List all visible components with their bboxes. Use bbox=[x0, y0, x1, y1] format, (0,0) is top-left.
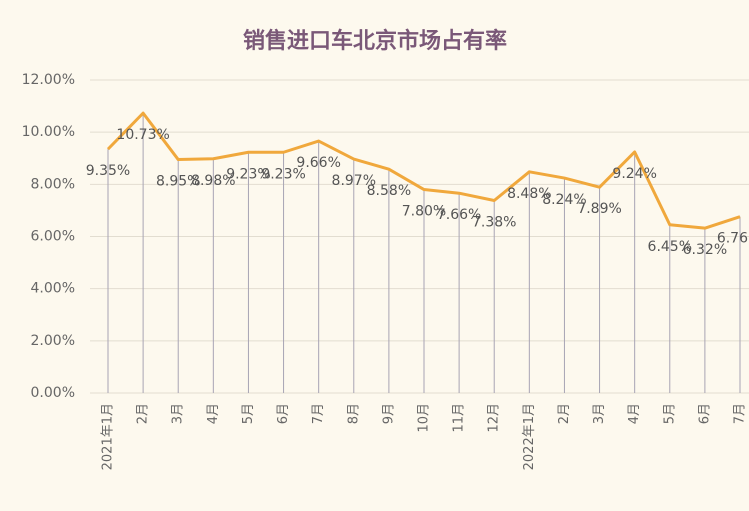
x-tick-label: 6月 bbox=[276, 403, 291, 424]
x-tick-label: 11月 bbox=[452, 403, 467, 433]
y-tick-label: 12.00% bbox=[22, 72, 75, 88]
data-label: 6.32% bbox=[683, 242, 727, 258]
x-tick-label: 10月 bbox=[417, 403, 432, 433]
y-tick-label: 6.00% bbox=[31, 229, 75, 245]
x-tick-label: 7月 bbox=[733, 403, 748, 424]
data-label: 10.73% bbox=[116, 127, 169, 143]
x-tick-label: 12月 bbox=[487, 403, 502, 433]
x-tick-label: 6月 bbox=[697, 403, 712, 424]
data-label: 7.89% bbox=[577, 201, 621, 217]
data-label: 8.95% bbox=[156, 174, 200, 190]
x-tick-label: 2021年1月 bbox=[101, 403, 116, 470]
x-tick-label: 3月 bbox=[592, 403, 607, 424]
x-tick-label: 5月 bbox=[241, 403, 256, 424]
x-tick-label: 4月 bbox=[206, 403, 221, 424]
x-tick-label: 7月 bbox=[311, 403, 326, 424]
x-tick-label: 8月 bbox=[346, 403, 361, 424]
data-label: 9.24% bbox=[612, 166, 656, 182]
data-label: 9.35% bbox=[86, 163, 130, 179]
x-tick-label: 2022年1月 bbox=[522, 403, 537, 470]
data-label: 9.23% bbox=[226, 166, 270, 182]
data-line bbox=[106, 111, 741, 230]
y-tick-label: 10.00% bbox=[22, 124, 75, 140]
data-label: 8.24% bbox=[542, 192, 586, 208]
chart-title: 销售进口车北京市场占有率 bbox=[243, 28, 507, 54]
y-tick-label: 0.00% bbox=[31, 385, 75, 401]
x-tick-label: 2月 bbox=[557, 403, 572, 424]
x-tick-label: 3月 bbox=[171, 403, 186, 424]
y-tick-label: 4.00% bbox=[31, 281, 75, 297]
data-label: 9.23% bbox=[261, 166, 305, 182]
data-label: 9.66% bbox=[296, 155, 340, 171]
data-label: 8.48% bbox=[507, 186, 551, 202]
data-label: 7.66% bbox=[437, 207, 481, 223]
x-tick-label: 9月 bbox=[381, 403, 396, 424]
data-label: 7.80% bbox=[402, 204, 446, 220]
data-label: 7.38% bbox=[472, 215, 516, 231]
data-label: 8.58% bbox=[367, 183, 411, 199]
y-tick-label: 8.00% bbox=[31, 176, 75, 192]
data-label: 6.76 bbox=[717, 231, 748, 247]
x-tick-label: 4月 bbox=[627, 403, 642, 424]
x-tick-label: 2月 bbox=[136, 403, 151, 424]
data-label: 6.45% bbox=[648, 239, 692, 255]
data-label: 8.97% bbox=[332, 173, 376, 189]
data-label: 8.98% bbox=[191, 173, 235, 189]
y-tick-label: 2.00% bbox=[31, 333, 75, 349]
x-tick-label: 5月 bbox=[662, 403, 677, 424]
